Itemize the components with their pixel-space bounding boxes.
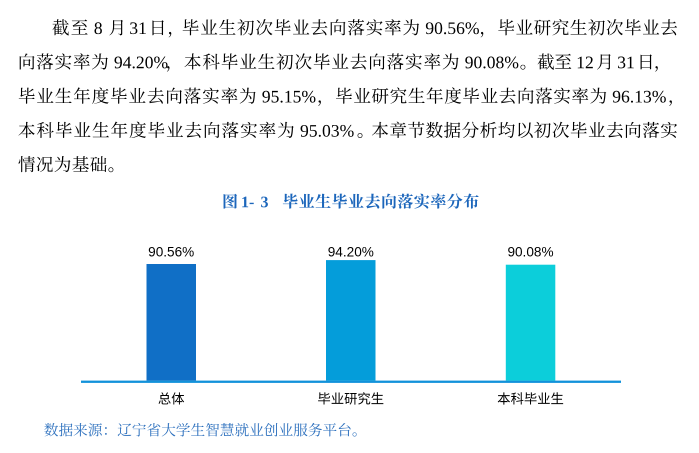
svg-text:90.08%: 90.08% <box>507 245 553 260</box>
svg-text:90.56%: 90.56% <box>148 245 194 260</box>
svg-text:94.20%: 94.20% <box>328 245 374 260</box>
